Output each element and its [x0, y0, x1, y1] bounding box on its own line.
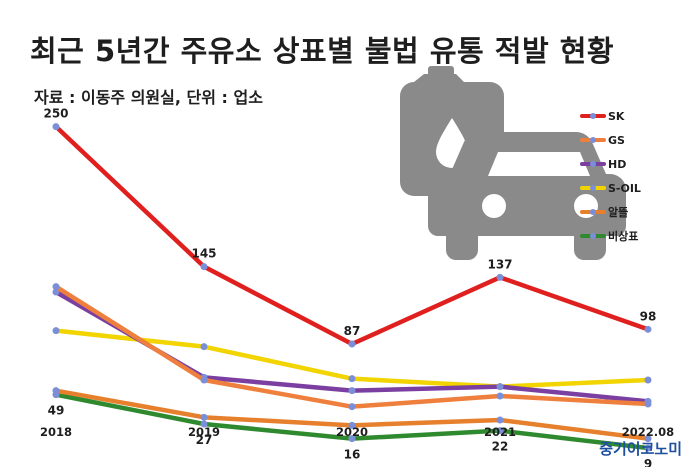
car-with-fuel-can-icon	[400, 66, 626, 260]
data-label-sk-0: 250	[43, 107, 68, 121]
data-point-gs-0	[52, 283, 60, 291]
data-label-sk-4: 98	[640, 309, 657, 323]
data-point-s-oil-1	[200, 343, 208, 351]
x-tick-label-0: 2018	[40, 425, 72, 439]
data-point---4	[644, 444, 652, 452]
data-point-hd-3	[496, 383, 504, 391]
data-point---0	[52, 387, 60, 395]
legend-label-0: SK	[608, 110, 625, 123]
data-point-s-oil-4	[644, 376, 652, 384]
data-point---3	[496, 416, 504, 424]
data-point-sk-2	[348, 340, 356, 348]
legend-label-2: HD	[608, 158, 626, 171]
data-label-nonbrand-3: 22	[492, 440, 509, 454]
legend-label-1: GS	[608, 134, 625, 147]
x-tick-label-2: 2020	[336, 425, 368, 439]
data-point-s-oil-2	[348, 375, 356, 383]
data-label-sk-3: 137	[487, 257, 512, 271]
data-point-gs-2	[348, 403, 356, 411]
data-point---3	[496, 427, 504, 435]
chart-source: 자료 : 이동주 의원실, 단위 : 업소	[34, 88, 263, 107]
data-label-sk-2: 87	[344, 324, 361, 338]
x-tick-label-3: 2021	[484, 425, 516, 439]
legend-marker-2	[590, 161, 596, 167]
data-point---2	[348, 421, 356, 429]
data-label-nonbrand-4: 9	[644, 457, 652, 467]
legend-marker-4	[590, 209, 596, 215]
data-point-gs-3	[496, 392, 504, 400]
legend-marker-5	[590, 233, 596, 239]
data-point---1	[200, 413, 208, 421]
data-point---2	[348, 435, 356, 443]
legend-label-5: 비상표	[608, 229, 638, 243]
legend-label-4: 알뜰	[608, 205, 628, 219]
data-point-gs-1	[200, 376, 208, 384]
data-point-sk-1	[200, 263, 208, 271]
legend-marker-1	[590, 137, 596, 143]
data-point-sk-0	[52, 123, 60, 131]
data-point-hd-2	[348, 387, 356, 395]
data-labels: 250 145 87 137 98 49 27 16 22 9	[43, 107, 656, 467]
data-point-sk-3	[496, 273, 504, 281]
x-tick-label-4: 2022.08	[622, 425, 674, 439]
series-layer	[52, 123, 652, 452]
legend-label-3: S-OIL	[608, 182, 641, 195]
brand-logo: 중기이코노미	[599, 440, 682, 458]
data-point---4	[644, 435, 652, 443]
legend-marker-0	[590, 113, 596, 119]
x-axis-ticks: 2018 2019 2020 2021 2022.08	[40, 425, 674, 439]
data-label-nonbrand-0: 49	[48, 404, 65, 418]
data-point-gs-4	[644, 400, 652, 408]
data-label-nonbrand-1: 27	[196, 433, 213, 447]
data-label-nonbrand-2: 16	[344, 448, 361, 462]
legend-marker-3	[590, 185, 596, 191]
chart-title: 최근 5년간 주유소 상표별 불법 유통 적발 현황	[30, 34, 615, 68]
data-point---1	[200, 420, 208, 428]
data-point-s-oil-0	[52, 327, 60, 335]
data-point-sk-4	[644, 325, 652, 333]
data-label-sk-1: 145	[191, 247, 216, 261]
x-tick-label-1: 2019	[188, 425, 220, 439]
